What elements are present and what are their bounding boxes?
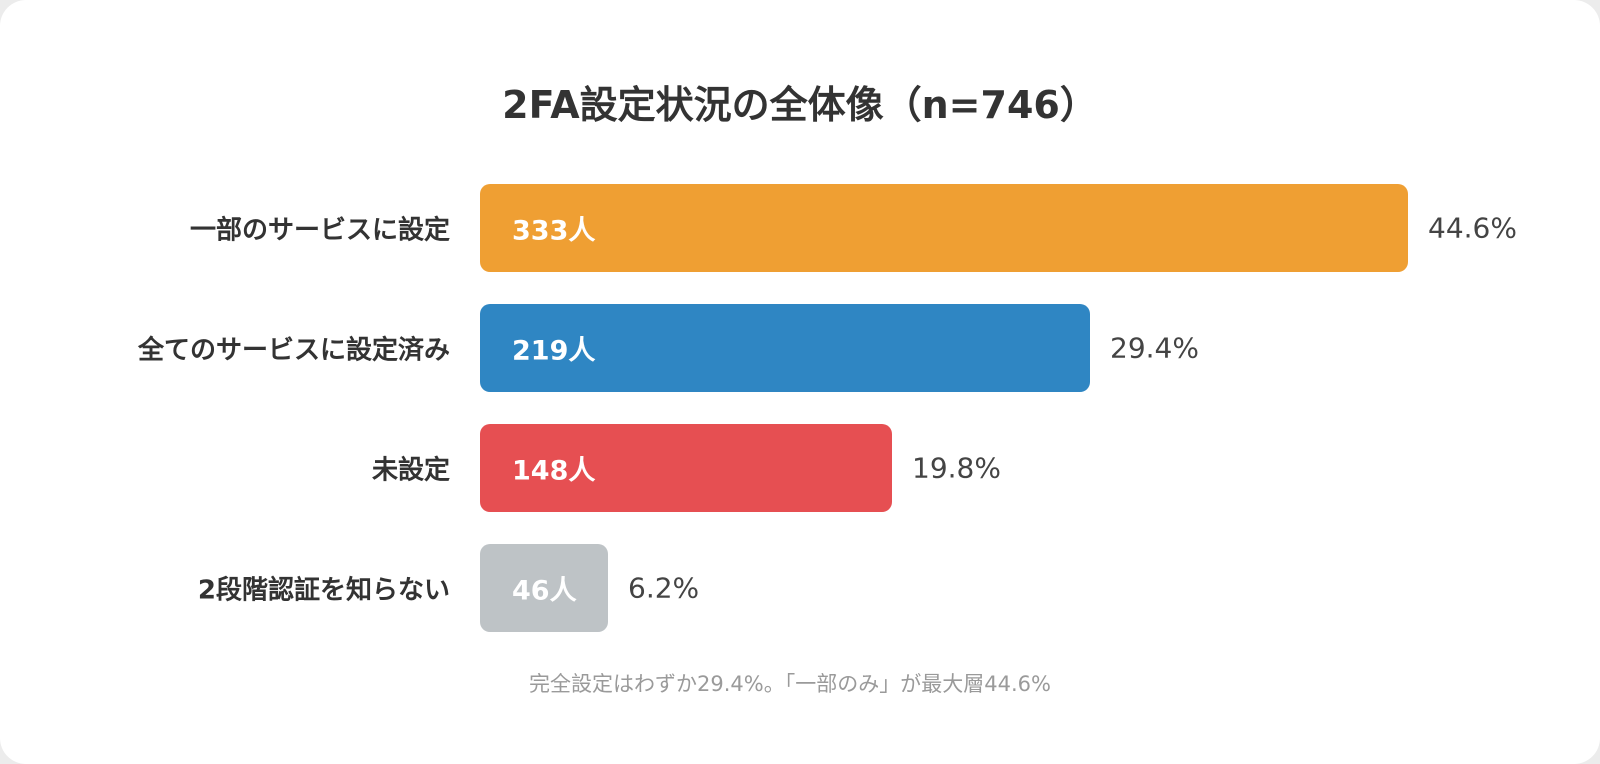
percent-label: 19.8%	[912, 451, 1001, 485]
bar-value-label: 333人	[512, 215, 596, 247]
bar-value-label: 148人	[512, 455, 596, 487]
percent-label: 6.2%	[628, 571, 700, 605]
category-label: 未設定	[371, 455, 450, 486]
chart-note: 完全設定はわずか29.4%。「一部のみ」が最大層44.6%	[529, 672, 1051, 696]
category-label: 一部のサービスに設定	[189, 215, 450, 246]
bar: 46人	[480, 544, 608, 632]
category-label: 2段階認証を知らない	[197, 575, 450, 606]
bar-value-label: 46人	[512, 575, 577, 607]
bar: 333人	[480, 184, 1408, 272]
percent-label: 44.6%	[1428, 211, 1517, 245]
bar: 148人	[480, 424, 892, 512]
bar-value-label: 219人	[512, 335, 596, 367]
percent-label: 29.4%	[1110, 331, 1199, 365]
category-label: 全てのサービスに設定済み	[137, 335, 450, 366]
bar: 219人	[480, 304, 1090, 392]
chart-title: 2FA設定状況の全体像（n=746）	[502, 83, 1098, 127]
